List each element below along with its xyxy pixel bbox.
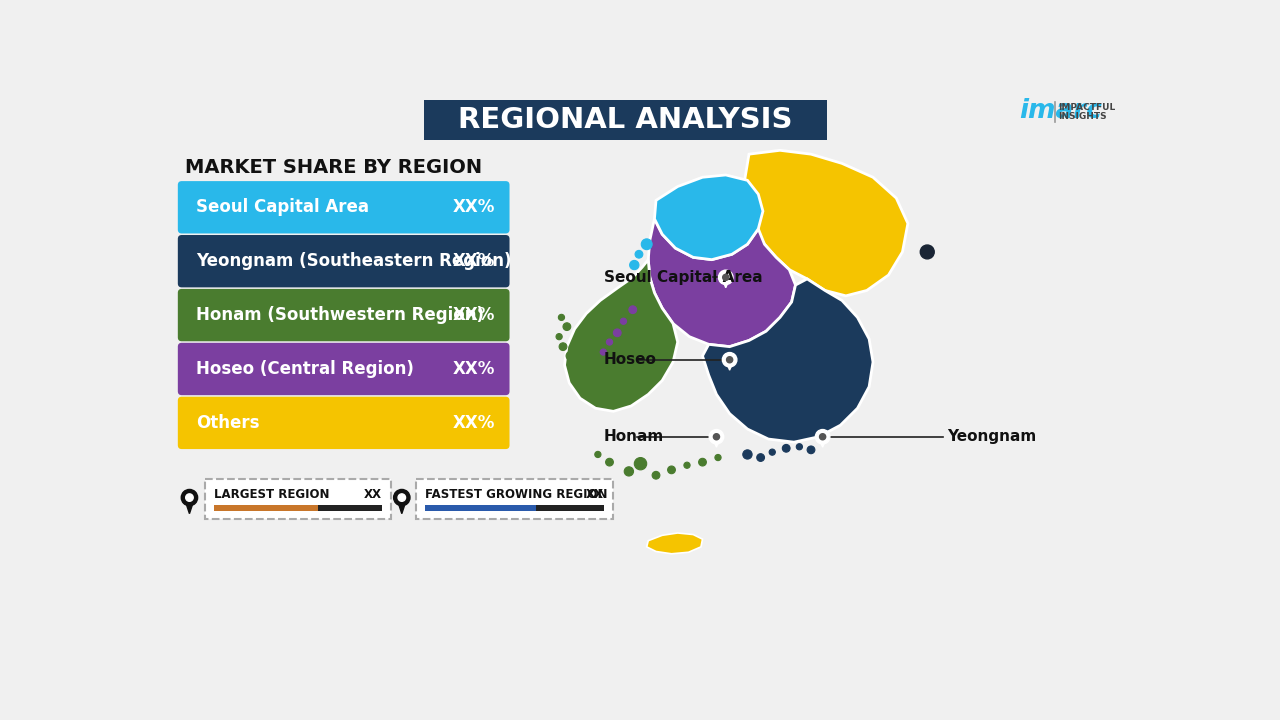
Circle shape bbox=[782, 444, 790, 452]
Text: Honam (Southwestern Region): Honam (Southwestern Region) bbox=[196, 306, 484, 324]
Text: XX%: XX% bbox=[452, 198, 495, 216]
Text: MARKET SHARE BY REGION: MARKET SHARE BY REGION bbox=[184, 158, 483, 176]
Circle shape bbox=[595, 451, 602, 457]
Text: Seoul Capital Area: Seoul Capital Area bbox=[604, 270, 763, 285]
Text: IMPACTFUL: IMPACTFUL bbox=[1059, 104, 1115, 112]
Circle shape bbox=[630, 261, 639, 270]
Polygon shape bbox=[564, 260, 677, 411]
Circle shape bbox=[625, 467, 634, 476]
Circle shape bbox=[613, 329, 621, 337]
Circle shape bbox=[566, 351, 576, 361]
Circle shape bbox=[808, 446, 815, 454]
Bar bbox=[425, 505, 536, 511]
Polygon shape bbox=[648, 219, 795, 346]
Circle shape bbox=[722, 353, 737, 367]
Bar bbox=[214, 505, 317, 511]
Circle shape bbox=[723, 274, 728, 280]
Polygon shape bbox=[646, 533, 703, 554]
Polygon shape bbox=[712, 436, 721, 447]
Text: Yeongnam: Yeongnam bbox=[947, 429, 1036, 444]
Polygon shape bbox=[726, 359, 735, 370]
Text: LARGEST REGION: LARGEST REGION bbox=[214, 488, 330, 501]
Text: XX: XX bbox=[364, 488, 381, 501]
Circle shape bbox=[398, 494, 406, 501]
Circle shape bbox=[182, 490, 197, 505]
Circle shape bbox=[713, 433, 719, 440]
Circle shape bbox=[556, 333, 562, 340]
Circle shape bbox=[559, 343, 567, 351]
Circle shape bbox=[718, 270, 733, 284]
Circle shape bbox=[621, 318, 626, 324]
FancyBboxPatch shape bbox=[178, 397, 509, 449]
Polygon shape bbox=[703, 279, 873, 442]
Circle shape bbox=[563, 323, 571, 330]
Circle shape bbox=[628, 306, 636, 313]
Circle shape bbox=[742, 450, 753, 459]
Circle shape bbox=[727, 356, 732, 363]
Circle shape bbox=[819, 433, 826, 440]
Circle shape bbox=[607, 339, 613, 345]
FancyBboxPatch shape bbox=[178, 235, 509, 287]
Circle shape bbox=[641, 239, 652, 250]
Polygon shape bbox=[397, 499, 407, 513]
Circle shape bbox=[668, 466, 676, 474]
Circle shape bbox=[796, 444, 803, 450]
Text: XX%: XX% bbox=[452, 252, 495, 270]
Text: Others: Others bbox=[196, 414, 259, 432]
Circle shape bbox=[652, 472, 660, 479]
Text: Seoul Capital Area: Seoul Capital Area bbox=[196, 198, 369, 216]
FancyBboxPatch shape bbox=[205, 479, 390, 519]
Circle shape bbox=[684, 462, 690, 468]
Circle shape bbox=[699, 459, 707, 466]
Text: INSIGHTS: INSIGHTS bbox=[1059, 112, 1107, 121]
Circle shape bbox=[605, 459, 613, 466]
Circle shape bbox=[716, 454, 721, 461]
Text: Hoseo: Hoseo bbox=[604, 352, 657, 367]
Circle shape bbox=[186, 494, 193, 501]
Circle shape bbox=[635, 457, 646, 470]
Text: Yeongnam (Southeastern Region): Yeongnam (Southeastern Region) bbox=[196, 252, 511, 270]
Text: Honam: Honam bbox=[604, 429, 664, 444]
Bar bbox=[317, 505, 381, 511]
Text: XX%: XX% bbox=[452, 306, 495, 324]
FancyBboxPatch shape bbox=[416, 479, 613, 519]
Text: FASTEST GROWING REGION: FASTEST GROWING REGION bbox=[425, 488, 608, 501]
Circle shape bbox=[756, 454, 764, 462]
Circle shape bbox=[558, 315, 564, 320]
Circle shape bbox=[920, 245, 934, 259]
FancyBboxPatch shape bbox=[178, 289, 509, 341]
Circle shape bbox=[709, 430, 723, 444]
Polygon shape bbox=[744, 150, 908, 296]
Text: imarc: imarc bbox=[1019, 98, 1102, 124]
Bar bbox=[536, 505, 604, 511]
Text: XX%: XX% bbox=[452, 414, 495, 432]
Circle shape bbox=[394, 490, 410, 505]
Polygon shape bbox=[654, 175, 763, 260]
Circle shape bbox=[635, 251, 643, 258]
Polygon shape bbox=[818, 436, 827, 447]
Polygon shape bbox=[184, 499, 195, 513]
FancyBboxPatch shape bbox=[178, 181, 509, 233]
Circle shape bbox=[769, 449, 776, 455]
Circle shape bbox=[815, 430, 829, 444]
Circle shape bbox=[600, 349, 607, 355]
FancyBboxPatch shape bbox=[424, 100, 827, 140]
Polygon shape bbox=[722, 276, 730, 288]
Text: REGIONAL ANALYSIS: REGIONAL ANALYSIS bbox=[458, 107, 792, 134]
Text: XX%: XX% bbox=[452, 360, 495, 378]
FancyBboxPatch shape bbox=[178, 343, 509, 395]
Text: XX: XX bbox=[586, 488, 604, 501]
Text: Hoseo (Central Region): Hoseo (Central Region) bbox=[196, 360, 413, 378]
